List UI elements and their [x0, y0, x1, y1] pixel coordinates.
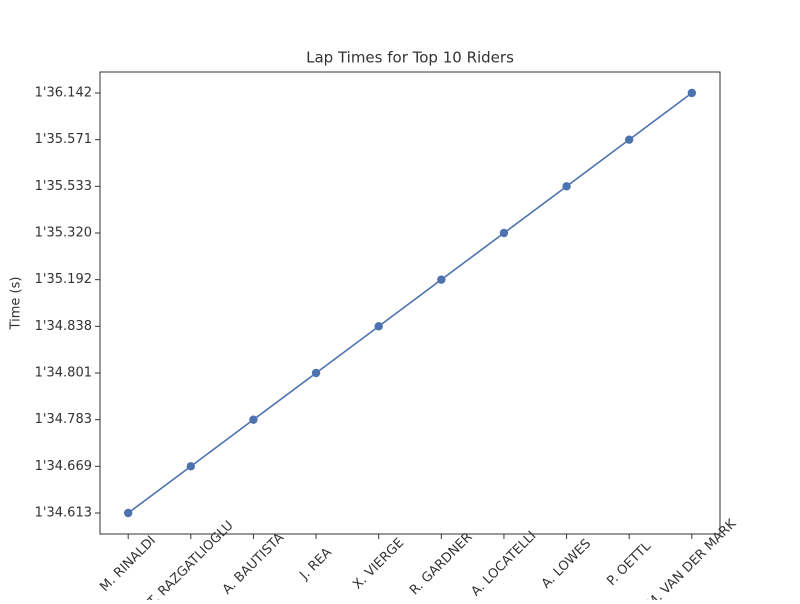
y-tick-label: 1'35.192	[35, 272, 92, 287]
data-point	[249, 415, 258, 424]
data-point	[624, 135, 634, 144]
y-tick-label: 1'34.838	[35, 319, 92, 334]
x-tick-label: R. GARDNER	[407, 530, 475, 598]
data-point	[374, 322, 383, 331]
data-point	[687, 88, 697, 98]
data-point	[562, 182, 571, 191]
data-point	[311, 368, 321, 378]
series-line	[127, 92, 693, 514]
y-tick-label: 1'35.533	[35, 179, 92, 194]
y-axis-label: Time (s)	[9, 277, 24, 331]
x-tick-label: A. LOWES	[539, 536, 594, 591]
x-tick-label: A. LOCATELLI	[468, 529, 539, 600]
y-tick-label: 1'34.801	[35, 366, 92, 381]
chart-title: Lap Times for Top 10 Riders	[306, 49, 514, 67]
plot-frame	[99, 71, 721, 535]
x-tick-label: J. REA	[297, 545, 335, 583]
data-point	[437, 275, 446, 284]
data-point	[499, 228, 509, 238]
y-tick-label: 1'34.669	[35, 459, 92, 474]
x-tick-label: A. BAUTISTA	[220, 530, 287, 597]
x-tick-label: P. OETTL	[604, 539, 654, 589]
x-tick-label: M. RINALDI	[97, 533, 159, 595]
y-tick-label: 1'36.142	[35, 86, 92, 101]
x-tick-label: X. VIERGE	[350, 536, 407, 593]
y-tick-label: 1'34.783	[35, 412, 92, 427]
x-tick-label: M. VAN DER MARK	[644, 516, 739, 600]
data-point	[186, 462, 196, 471]
y-tick-label: 1'35.571	[35, 132, 92, 147]
y-tick-label: 1'35.320	[35, 226, 92, 241]
y-tick-label: 1'34.613	[35, 506, 92, 521]
data-point	[123, 508, 133, 518]
